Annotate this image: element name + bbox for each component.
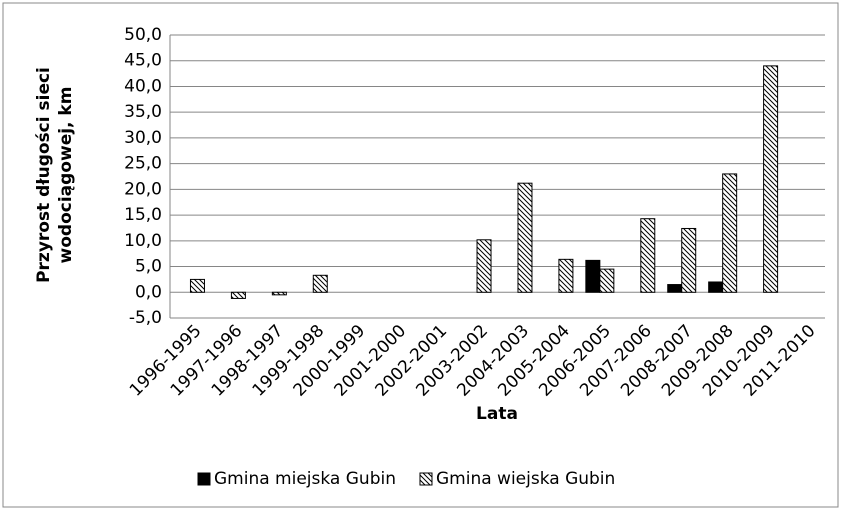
y-tick-label: -5,0 <box>129 308 162 328</box>
y-tick-label: 10,0 <box>124 231 162 251</box>
y-tick-label: 15,0 <box>124 205 162 225</box>
bar <box>585 259 601 293</box>
y-tick-label: 35,0 <box>124 102 162 122</box>
y-tick-label: 45,0 <box>124 51 162 71</box>
bar <box>763 65 779 293</box>
legend-swatch <box>197 472 211 486</box>
bar <box>230 291 246 299</box>
bar <box>558 258 574 293</box>
bar <box>599 268 615 293</box>
bar <box>517 182 533 293</box>
bar <box>189 278 205 293</box>
legend-swatch <box>419 472 433 486</box>
bar <box>271 291 287 296</box>
legend-label: Gmina miejska Gubin <box>214 469 396 489</box>
bar <box>640 218 656 293</box>
y-tick-label: 0,0 <box>135 282 162 302</box>
legend-label: Gmina wiejska Gubin <box>436 469 615 489</box>
y-tick-label: 30,0 <box>124 128 162 148</box>
y-tick-label: 20,0 <box>124 179 162 199</box>
bar <box>708 281 724 293</box>
y-axis-title: Przyrost długości sieci wodociągowej, km <box>34 67 76 283</box>
x-axis-title: Lata <box>476 404 518 424</box>
y-tick-label: 40,0 <box>124 76 162 96</box>
bar <box>667 284 683 293</box>
y-tick-label: 25,0 <box>124 154 162 174</box>
y-tick-label: 50,0 <box>124 25 162 45</box>
y-tick-label: 5,0 <box>135 257 162 277</box>
bar <box>681 227 697 293</box>
bar <box>722 173 738 293</box>
bar <box>476 239 492 293</box>
bar <box>312 274 328 293</box>
